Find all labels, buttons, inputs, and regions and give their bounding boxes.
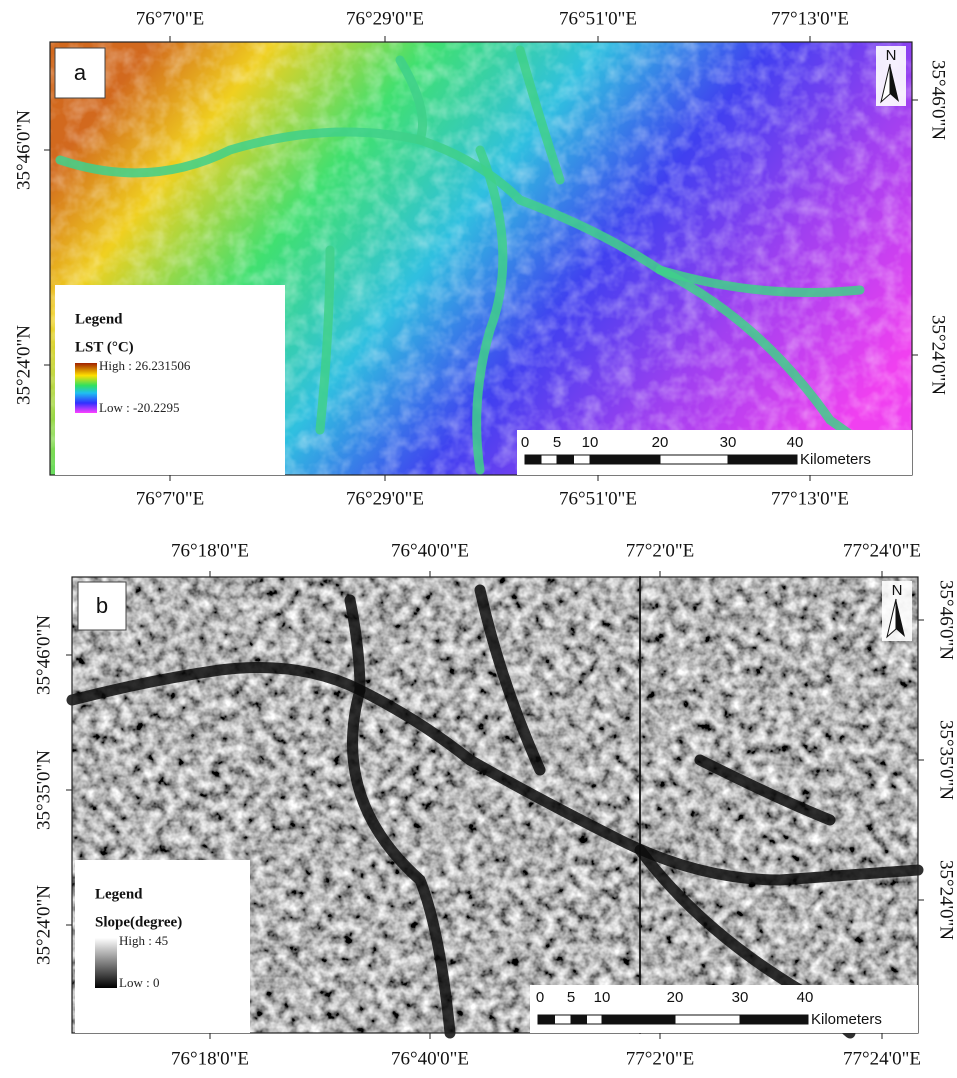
left-coordinate: 35°46'0"N	[33, 615, 54, 695]
scale-segment	[538, 1015, 555, 1024]
scale-unit: Kilometers	[811, 1011, 882, 1028]
scale-label: 40	[787, 434, 804, 451]
bottom-coordinate: 76°40'0"E	[391, 1048, 469, 1069]
map-panel: 76°18'0"E 76°40'0"E 77°2'0"E 77°24'0"E 76°18…	[33, 540, 956, 1069]
scale-label: 30	[732, 989, 749, 1006]
scale-segment	[525, 455, 541, 464]
top-coordinate: 77°24'0"E	[843, 540, 921, 561]
page: {"panels": [ {"label": "a", "top_labels"…	[0, 0, 957, 1078]
legend-ramp	[95, 938, 117, 988]
right-coordinate: 35°35'0"N	[936, 720, 957, 800]
legend-title: Legend	[95, 886, 143, 902]
scale-segment	[587, 1015, 603, 1024]
legend-high: High : 26.231506	[99, 358, 191, 373]
top-coordinate: 76°7'0"E	[136, 8, 204, 29]
legend-title: Legend	[75, 311, 123, 327]
bottom-coordinate: 76°18'0"E	[171, 1048, 249, 1069]
panels: 76°7'0"E 76°29'0"E 76°51'0"E 77°13'0"E 76°7'…	[13, 8, 956, 1069]
bottom-coordinate: 77°24'0"E	[843, 1048, 921, 1069]
legend-ramp	[75, 363, 97, 413]
scale-label: 20	[652, 434, 669, 451]
top-coordinate: 76°18'0"E	[171, 540, 249, 561]
bottom-coordinate: 76°7'0"E	[136, 488, 204, 509]
left-coordinate: 35°24'0"N	[33, 885, 54, 965]
scale-label: 5	[553, 434, 561, 451]
top-coordinate: 76°51'0"E	[559, 8, 637, 29]
right-coordinate: 35°46'0"N	[928, 60, 949, 140]
legend-field: LST (°C)	[75, 339, 134, 355]
scale-segment	[675, 1015, 740, 1024]
scale-label: 0	[536, 989, 544, 1006]
right-coordinate: 35°46'0"N	[936, 580, 957, 660]
scale-segment	[541, 455, 557, 464]
left-coordinate: 35°35'0"N	[33, 750, 54, 830]
scale-label: 40	[797, 989, 814, 1006]
scale-label: 20	[667, 989, 684, 1006]
figure: 76°7'0"E 76°29'0"E 76°51'0"E 77°13'0"E 76°7'…	[0, 0, 957, 1078]
scale-segment	[590, 455, 660, 464]
legend-low: Low : 0	[119, 975, 159, 990]
north-label: N	[886, 47, 897, 64]
top-coordinate: 77°13'0"E	[771, 8, 849, 29]
scale-segment	[557, 455, 574, 464]
scale-segment	[660, 455, 728, 464]
scale-label: 30	[720, 434, 737, 451]
left-coordinate: 35°24'0"N	[13, 325, 34, 405]
scale-segment	[602, 1015, 675, 1024]
scale-label: 5	[567, 989, 575, 1006]
north-label: N	[892, 582, 903, 599]
legend-low: Low : -20.2295	[99, 400, 180, 415]
bottom-coordinate: 76°29'0"E	[346, 488, 424, 509]
scale-label: 0	[521, 434, 529, 451]
map-panel: 76°7'0"E 76°29'0"E 76°51'0"E 77°13'0"E 76°7'…	[13, 8, 948, 509]
scale-segment	[728, 455, 797, 464]
legend-field: Slope(degree)	[95, 914, 182, 930]
bottom-coordinate: 76°51'0"E	[559, 488, 637, 509]
scale-segment	[574, 455, 591, 464]
legend-high: High : 45	[119, 933, 168, 948]
top-coordinate: 76°29'0"E	[346, 8, 424, 29]
scale-segment	[571, 1015, 587, 1024]
top-coordinate: 76°40'0"E	[391, 540, 469, 561]
bottom-coordinate: 77°2'0"E	[626, 1048, 694, 1069]
right-coordinate: 35°24'0"N	[928, 315, 949, 395]
scale-unit: Kilometers	[800, 451, 871, 468]
top-coordinate: 77°2'0"E	[626, 540, 694, 561]
scale-label: 10	[594, 989, 611, 1006]
scale-segment	[555, 1015, 572, 1024]
bottom-coordinate: 77°13'0"E	[771, 488, 849, 509]
right-coordinate: 35°24'0"N	[936, 860, 957, 940]
panel-label: b	[96, 593, 108, 618]
left-coordinate: 35°46'0"N	[13, 110, 34, 190]
scale-segment	[740, 1015, 808, 1024]
scale-label: 10	[582, 434, 599, 451]
panel-label: a	[74, 60, 87, 85]
